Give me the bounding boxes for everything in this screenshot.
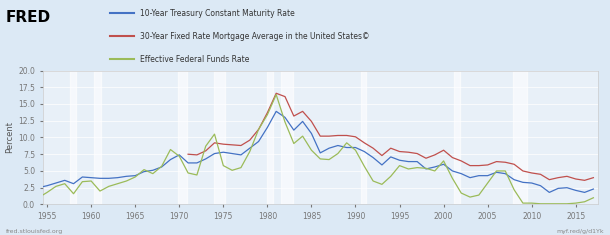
Text: 30-Year Fixed Rate Mortgage Average in the United States©: 30-Year Fixed Rate Mortgage Average in t… [140,32,370,41]
Bar [281,70,293,204]
Bar [513,70,527,204]
Text: myf.red/g/d1Yk: myf.red/g/d1Yk [556,229,604,234]
Bar [94,70,101,204]
Y-axis label: Percent: Percent [5,121,14,153]
Bar [361,70,366,204]
Bar [454,70,461,204]
Bar [214,70,225,204]
Text: fred.stlouisfed.org: fred.stlouisfed.org [6,229,63,234]
Text: FRED: FRED [6,10,51,25]
Bar [70,70,76,204]
Bar [267,70,273,204]
Bar [178,70,187,204]
Text: 10-Year Treasury Constant Maturity Rate: 10-Year Treasury Constant Maturity Rate [140,9,295,18]
Text: Effective Federal Funds Rate: Effective Federal Funds Rate [140,55,249,64]
